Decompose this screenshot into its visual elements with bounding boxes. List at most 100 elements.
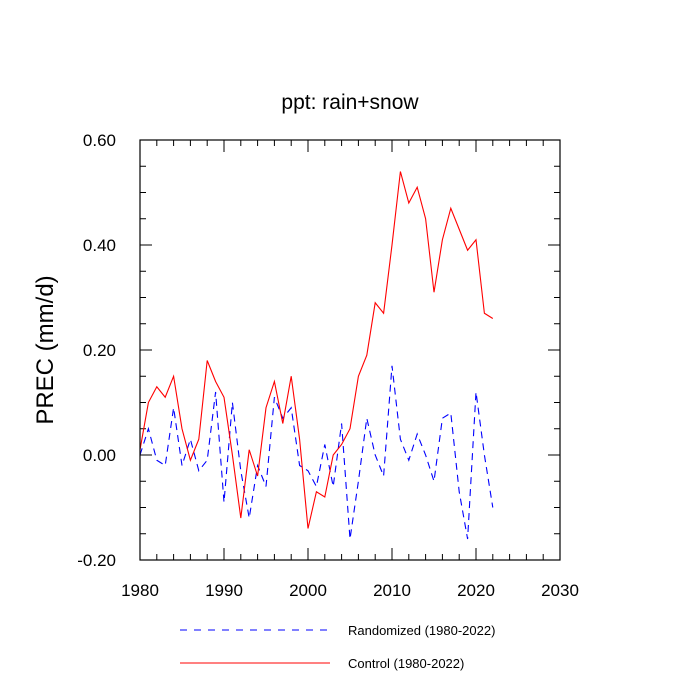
data-point: [307, 470, 309, 472]
data-point: [400, 438, 402, 440]
data-point: [341, 444, 343, 446]
series-line-randomized: [139, 365, 494, 540]
data-point: [181, 465, 183, 467]
data-point: [442, 239, 444, 241]
data-point: [383, 312, 385, 314]
legend-label: Control (1980-2022): [348, 656, 464, 671]
data-point: [475, 239, 477, 241]
data-point: [341, 423, 343, 425]
y-tick-label: 0.20: [83, 341, 116, 360]
data-point: [282, 423, 284, 425]
data-point: [374, 302, 376, 304]
data-point: [274, 381, 276, 383]
data-point: [433, 291, 435, 293]
data-point: [173, 407, 175, 409]
data-point: [366, 417, 368, 419]
data-point: [442, 417, 444, 419]
data-point: [240, 517, 242, 519]
y-tick-label: 0.40: [83, 236, 116, 255]
data-point: [181, 428, 183, 430]
data-point: [458, 228, 460, 230]
data-point: [190, 459, 192, 461]
x-tick-label: 2030: [541, 581, 579, 600]
y-tick-label: -0.20: [77, 551, 116, 570]
data-point: [156, 459, 158, 461]
data-point: [223, 501, 225, 503]
data-point: [164, 465, 166, 467]
data-point: [316, 491, 318, 493]
data-point: [156, 386, 158, 388]
data-point: [198, 438, 200, 440]
data-point: [484, 454, 486, 456]
data-point: [274, 396, 276, 398]
data-point: [475, 391, 477, 393]
data-point: [332, 486, 334, 488]
data-point: [391, 365, 393, 367]
data-point: [316, 486, 318, 488]
data-point: [232, 402, 234, 404]
data-point: [190, 438, 192, 440]
data-point: [324, 496, 326, 498]
data-point: [391, 244, 393, 246]
data-point: [206, 360, 208, 362]
data-point: [248, 449, 250, 451]
data-point: [425, 218, 427, 220]
x-tick-label: 2000: [289, 581, 327, 600]
data-point: [416, 433, 418, 435]
data-point: [408, 459, 410, 461]
data-point: [148, 428, 150, 430]
data-point: [467, 249, 469, 251]
y-tick-label: 0.60: [83, 131, 116, 150]
x-tick-label: 1990: [205, 581, 243, 600]
data-point: [467, 538, 469, 540]
data-point: [223, 396, 225, 398]
plot-frame: [139, 139, 561, 561]
data-point: [400, 171, 402, 173]
data-point: [215, 391, 217, 393]
y-axis-label: PREC (mm/d): [32, 275, 59, 424]
data-point: [416, 186, 418, 188]
data-point: [433, 480, 435, 482]
data-point: [148, 402, 150, 404]
data-point: [425, 454, 427, 456]
data-point: [290, 407, 292, 409]
data-point: [374, 454, 376, 456]
data-point: [173, 375, 175, 377]
data-point: [358, 480, 360, 482]
data-point: [492, 318, 494, 320]
data-point: [257, 465, 259, 467]
data-point: [383, 475, 385, 477]
data-point: [232, 454, 234, 456]
data-point: [248, 517, 250, 519]
data-point: [164, 396, 166, 398]
data-point: [349, 538, 351, 540]
data-point: [198, 470, 200, 472]
data-point: [265, 486, 267, 488]
data-point: [307, 528, 309, 530]
data-point: [484, 312, 486, 314]
data-point: [332, 454, 334, 456]
data-point: [349, 428, 351, 430]
data-point: [458, 491, 460, 493]
legend-label: Randomized (1980-2022): [348, 623, 495, 638]
data-point: [265, 407, 267, 409]
data-point: [358, 375, 360, 377]
data-point: [299, 438, 301, 440]
x-tick-label: 1980: [121, 581, 159, 600]
data-point: [257, 475, 259, 477]
chart-title: ppt: rain+snow: [281, 91, 419, 114]
data-point: [324, 444, 326, 446]
data-point: [215, 381, 217, 383]
data-point: [450, 207, 452, 209]
series-line-control: [139, 171, 494, 529]
x-tick-label: 2020: [457, 581, 495, 600]
axis-ticks: 1980 1990 2000 2010 2020 2030 -0.20 0.00 0.20 0.4…: [77, 131, 579, 600]
data-point: [408, 202, 410, 204]
plot-area: [139, 171, 494, 540]
y-tick-label: 0.00: [83, 446, 116, 465]
data-point: [299, 465, 301, 467]
legend: Randomized (1980-2022) Control (1980-2022…: [180, 623, 495, 671]
data-point: [206, 459, 208, 461]
data-point: [240, 470, 242, 472]
